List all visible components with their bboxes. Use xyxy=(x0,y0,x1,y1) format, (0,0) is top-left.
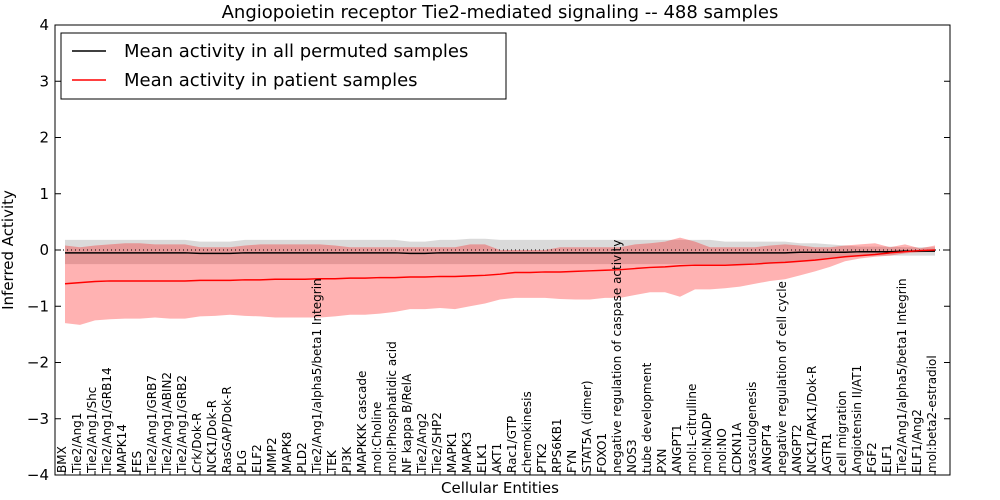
y-tick-label: 4 xyxy=(39,16,49,34)
category-label: Tie2/Ang1/Shc xyxy=(85,387,99,474)
legend-label-permuted: Mean activity in all permuted samples xyxy=(124,41,468,62)
category-label: Tie2/Ang1/alpha5/beta1 Integrin xyxy=(310,278,324,474)
category-label: CDKN1A xyxy=(730,422,744,473)
confidence-bands xyxy=(65,237,935,325)
category-label: MAPKKK cascade xyxy=(355,371,369,473)
series-line-patient xyxy=(64,249,936,285)
category-label: PLG xyxy=(235,450,249,473)
category-label: NOS3 xyxy=(625,439,639,473)
category-label: mol:NO xyxy=(715,428,729,473)
category-label: Tie2/Ang1 xyxy=(70,413,84,474)
category-label: Tie2/Ang1/GRB2 xyxy=(175,375,189,474)
category-label: Rac1/GTP xyxy=(505,416,519,473)
category-label: FOXO1 xyxy=(595,433,609,473)
category-label: FGF2 xyxy=(865,442,879,473)
category-label: vasculogenesis xyxy=(745,382,759,473)
category-label: TEK xyxy=(325,449,339,474)
category-label: ANGPT1 xyxy=(670,424,684,473)
category-label: mol:L-citrulline xyxy=(685,384,699,473)
category-label: PTK2 xyxy=(535,443,549,473)
legend-label-patient: Mean activity in patient samples xyxy=(124,70,418,91)
category-label: PXN xyxy=(655,449,669,473)
category-label: Tie2/Ang2 xyxy=(415,413,429,474)
category-label: tube development xyxy=(640,362,654,473)
category-label: mol:NADP xyxy=(700,413,714,473)
category-label: AKT1 xyxy=(490,443,504,473)
series-lines xyxy=(64,249,936,285)
category-label: MAPK8 xyxy=(280,432,294,473)
category-label: cell migration xyxy=(835,391,849,473)
category-label: PLD2 xyxy=(295,442,309,473)
y-tick-label: −1 xyxy=(27,297,49,315)
y-tick-label: −2 xyxy=(27,354,49,372)
category-label: PI3K xyxy=(340,446,354,473)
category-label: ANGPT2 xyxy=(790,424,804,473)
category-label: RasGAP/Dok-R xyxy=(220,386,234,473)
category-label: FES xyxy=(130,451,144,473)
y-axis-label: Inferred Activity xyxy=(0,190,17,310)
category-label: Tie2/Ang1/ABIN2 xyxy=(160,372,174,474)
category-label: ELK1 xyxy=(475,443,489,473)
plot-frame xyxy=(55,25,950,475)
category-label: BMX xyxy=(55,446,69,473)
category-label: Tie2/Ang1/GRB14 xyxy=(100,367,114,474)
category-label: MAPK1 xyxy=(445,432,459,473)
chart-title: Angiopoietin receptor Tie2-mediated sign… xyxy=(222,2,779,23)
category-label: RPS6KB1 xyxy=(550,418,564,473)
category-label: MAPK14 xyxy=(115,424,129,473)
x-axis-label: Cellular Entities xyxy=(441,479,559,497)
series-line-permuted xyxy=(65,250,935,255)
category-label: MMP2 xyxy=(265,437,279,473)
category-label: ANGPT4 xyxy=(760,424,774,473)
category-label: NCK1/PAK1/Dok-R xyxy=(805,366,819,473)
y-tick-label: 2 xyxy=(39,129,49,147)
category-label: ELF1/Ang2 xyxy=(910,409,924,473)
category-label: AGTR1 xyxy=(820,433,834,473)
band-permuted xyxy=(65,238,935,265)
category-label: negative regulation of cell cycle xyxy=(775,281,789,473)
category-label: MAPK3 xyxy=(460,432,474,473)
category-label: Tie2/SHP2 xyxy=(430,412,444,474)
band-patient xyxy=(65,237,935,325)
category-label: mol:Choline xyxy=(370,402,384,473)
legend: Mean activity in all permuted samples Me… xyxy=(60,32,507,100)
category-label: mol:beta2-estradiol xyxy=(925,355,939,473)
y-axis: −4 −3 −2 −1 0 1 2 3 4 xyxy=(27,16,950,484)
category-label: chemokinesis xyxy=(520,391,534,473)
category-label: Crk/Dok-R xyxy=(190,412,204,473)
category-label: ELF1 xyxy=(880,444,894,473)
category-label: negative regulation of caspase activity xyxy=(610,240,624,473)
y-tick-label: −3 xyxy=(27,410,49,428)
legend-box xyxy=(60,32,507,100)
category-label: STAT5A (dimer) xyxy=(580,380,594,473)
category-label: mol:Phosphatidic acid xyxy=(385,341,399,473)
category-label: NF kappa B/RelA xyxy=(400,373,414,473)
category-label: Tie2/Ang1/alpha5/beta1 Integrin xyxy=(895,278,909,474)
category-labels: BMX Tie2/Ang1 Tie2/Ang1/Shc Tie2/Ang1/GRB14… xyxy=(55,240,939,475)
y-tick-label: 0 xyxy=(39,241,49,259)
category-label: NCK1/Dok-R xyxy=(205,400,219,473)
category-label: FYN xyxy=(565,450,579,473)
y-tick-label: 3 xyxy=(39,72,49,90)
y-tick-label: −4 xyxy=(27,466,49,484)
category-label: ELF2 xyxy=(250,444,264,473)
y-tick-label: 1 xyxy=(39,185,49,203)
category-label: Tie2/Ang1/GRB7 xyxy=(145,375,159,474)
category-label: Angiotensin II/AT1 xyxy=(850,365,864,473)
